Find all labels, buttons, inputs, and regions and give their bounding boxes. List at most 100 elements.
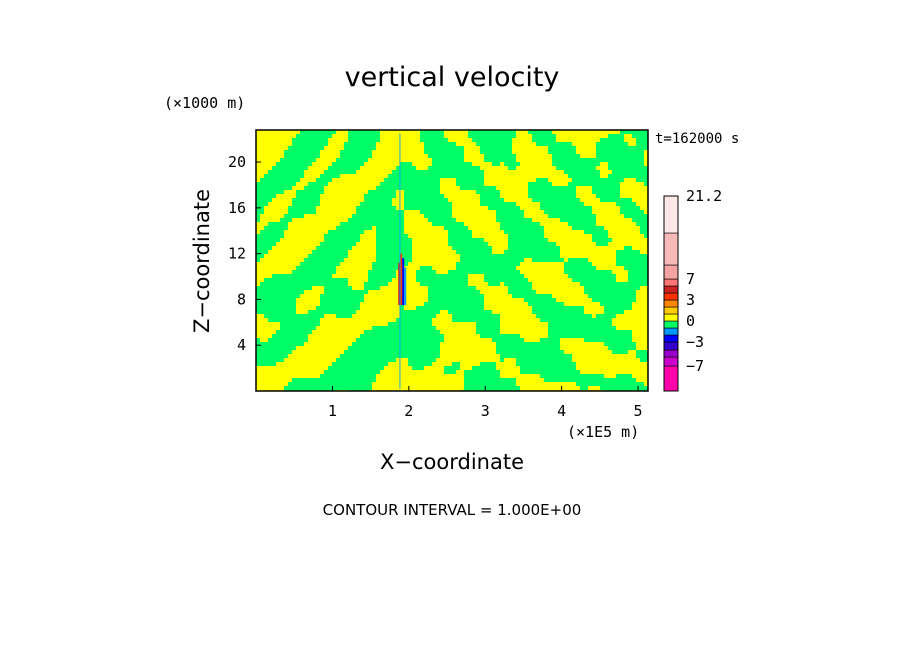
field-updraft-cell (592, 210, 620, 214)
field-updraft-cell (632, 198, 648, 202)
field-updraft-cell (352, 246, 376, 250)
field-updraft-cell (588, 258, 616, 262)
velocity-field (256, 130, 648, 391)
colorbar-band (663, 278, 679, 287)
field-updraft-cell (560, 338, 584, 342)
field-updraft-cell (372, 226, 376, 230)
field-updraft-cell (516, 134, 532, 138)
colorbar-band (663, 349, 679, 358)
field-updraft-cell (412, 246, 452, 250)
field-updraft-cell (256, 386, 284, 390)
field-updraft-cell (448, 198, 480, 202)
field-updraft-cell (576, 186, 592, 190)
field-updraft-cell (296, 310, 308, 314)
field-updraft-cell (516, 266, 564, 270)
y-tick-label: 12 (228, 245, 246, 263)
field-updraft-cell (316, 326, 372, 330)
field-updraft-cell (364, 298, 400, 302)
field-updraft-cell (632, 338, 648, 342)
field-updraft-cell (628, 142, 636, 146)
field-updraft-cell (256, 226, 264, 230)
field-updraft-cell (644, 162, 648, 166)
field-updraft-cell (516, 378, 544, 382)
field-updraft-cell (500, 326, 548, 330)
field-updraft-cell (540, 222, 568, 226)
field-updraft-cell (596, 218, 632, 222)
field-updraft-cell (560, 246, 624, 250)
field-updraft-cell (276, 362, 332, 366)
field-updraft-cell (432, 318, 452, 322)
field-updraft-cell (460, 362, 480, 366)
colorbar-label: −3 (686, 333, 704, 351)
field-updraft-cell (592, 206, 620, 210)
field-updraft-cell (500, 322, 548, 326)
field-updraft-cell (256, 318, 268, 322)
field-updraft-cell (636, 290, 648, 294)
field-updraft-cell (484, 294, 512, 298)
field-updraft-cell (492, 246, 508, 250)
field-updraft-cell (444, 194, 480, 198)
field-updraft-cell (256, 274, 272, 278)
field-updraft-cell (624, 310, 648, 314)
field-updraft-cell (412, 162, 432, 166)
colorbar-label: −7 (686, 357, 704, 375)
field-updraft-cell (544, 226, 572, 230)
x-tick-label: 5 (634, 402, 643, 420)
field-updraft-cell (500, 318, 540, 322)
field-updraft-cell (564, 350, 612, 354)
field-updraft-cell (408, 262, 456, 266)
field-updraft-cell (496, 186, 528, 190)
field-updraft-cell (492, 310, 532, 314)
field-updraft-cell (404, 218, 428, 222)
field-updraft-cell (464, 154, 484, 158)
field-updraft-cell (552, 130, 620, 134)
field-updraft-cell (484, 238, 508, 242)
field-updraft-cell (532, 282, 580, 286)
field-updraft-cell (284, 234, 324, 238)
field-updraft-cell (624, 134, 632, 138)
field-updraft-cell (620, 194, 648, 198)
field-updraft-cell (468, 278, 484, 282)
field-updraft-cell (564, 302, 600, 306)
field-updraft-cell (632, 334, 648, 338)
field-updraft-cell (436, 314, 452, 318)
field-updraft-cell (256, 154, 284, 158)
field-updraft-cell (288, 354, 340, 358)
field-updraft-cell (316, 206, 356, 210)
field-updraft-cell (576, 190, 592, 194)
field-updraft-cell (256, 146, 288, 150)
field-updraft-cell (464, 158, 484, 162)
field-updraft-cell (576, 150, 596, 154)
field-updraft-cell (604, 374, 616, 378)
field-updraft-cell (440, 190, 476, 194)
colorbar-band (663, 313, 679, 322)
field-updraft-cell (556, 138, 600, 142)
field-updraft-cell (316, 210, 356, 214)
field-updraft-cell (644, 150, 648, 154)
field-updraft-cell (544, 234, 592, 238)
field-updraft-cell (328, 138, 348, 142)
field-updraft-cell (560, 342, 604, 346)
field-updraft-cell (456, 218, 496, 222)
field-updraft-cell (468, 282, 488, 286)
field-updraft-cell (512, 138, 532, 142)
field-updraft-cell (520, 206, 540, 210)
field-updraft-cell (432, 362, 452, 366)
field-updraft-cell (524, 210, 544, 214)
field-updraft-cell (332, 274, 368, 278)
field-updraft-cell (608, 230, 640, 234)
field-updraft-cell (588, 386, 600, 390)
field-updraft-cell (572, 358, 640, 362)
colorbar-band (663, 320, 679, 329)
field-updraft-cell (596, 222, 636, 226)
field-updraft-cell (256, 266, 296, 270)
field-updraft-cell (304, 290, 324, 294)
field-updraft-cell (576, 194, 596, 198)
field-updraft-cell (360, 234, 376, 238)
field-updraft-cell (636, 346, 648, 350)
field-updraft-cell (404, 302, 424, 306)
field-updraft-cell (484, 174, 568, 178)
field-updraft-cell (380, 130, 420, 134)
colorbar-band (663, 232, 679, 266)
field-updraft-cell (308, 166, 328, 170)
